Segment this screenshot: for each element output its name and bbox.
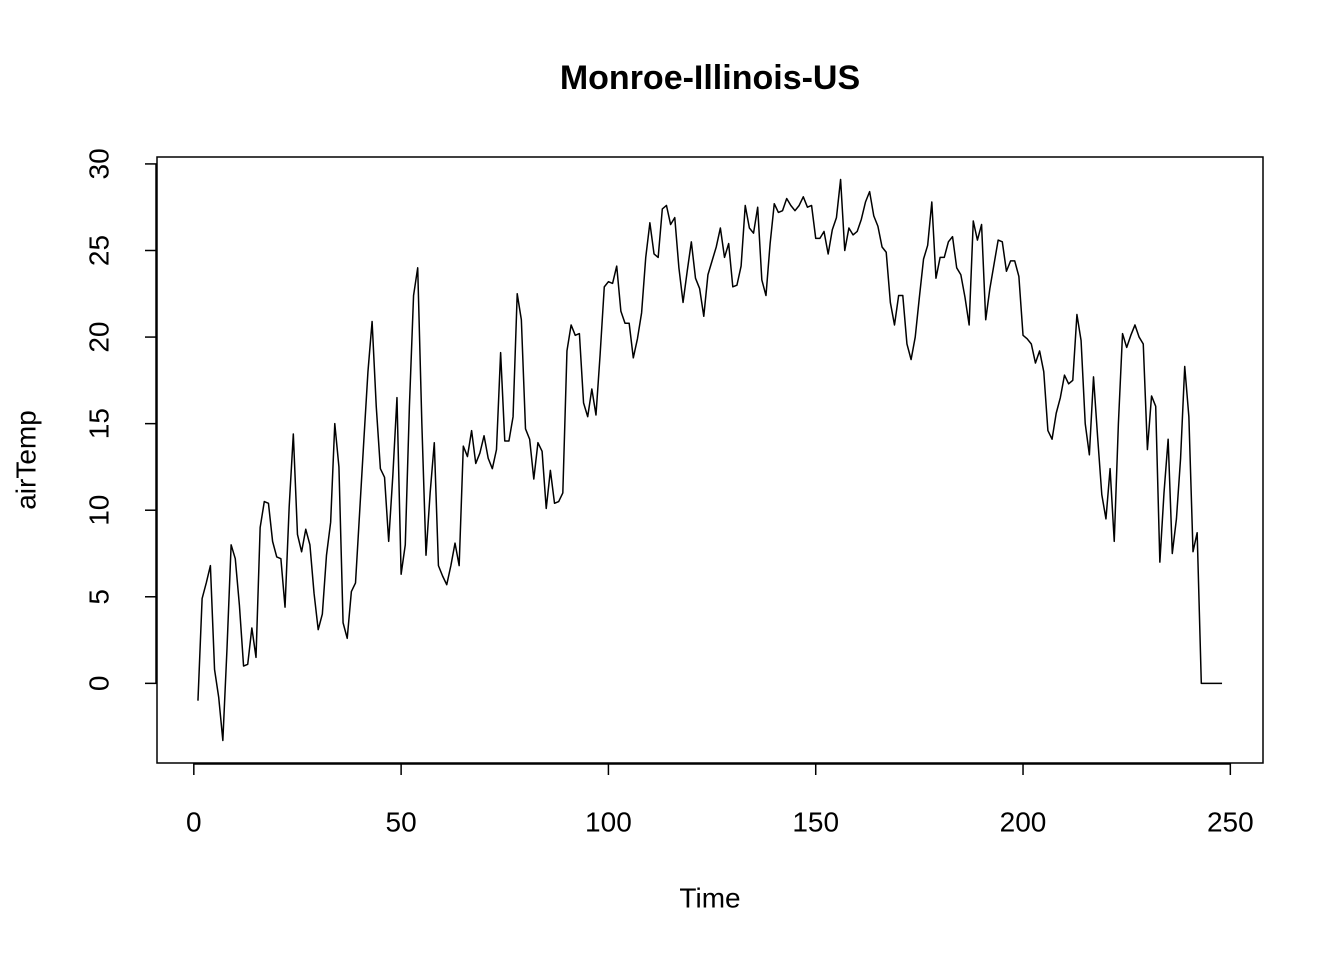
plot-frame — [156, 156, 1264, 764]
x-tick-label: 200 — [1000, 806, 1047, 837]
x-tick-label: 50 — [386, 806, 417, 837]
x-tick-label: 150 — [792, 806, 839, 837]
y-axis-label: airTemp — [10, 410, 41, 510]
y-tick-label: 5 — [83, 589, 114, 605]
y-tick-label: 25 — [83, 235, 114, 266]
x-tick-label: 0 — [186, 806, 202, 837]
x-tick-label: 100 — [585, 806, 632, 837]
y-tick-label: 0 — [83, 676, 114, 692]
x-tick-label: 250 — [1207, 806, 1254, 837]
y-tick-label: 10 — [83, 495, 114, 526]
y-tick-label: 30 — [83, 148, 114, 179]
y-tick-label: 15 — [83, 408, 114, 439]
y-tick-label: 20 — [83, 321, 114, 352]
data-line — [197, 178, 1223, 742]
chart-title: Monroe-Illinois-US — [560, 59, 860, 97]
x-axis-label: Time — [679, 882, 740, 913]
